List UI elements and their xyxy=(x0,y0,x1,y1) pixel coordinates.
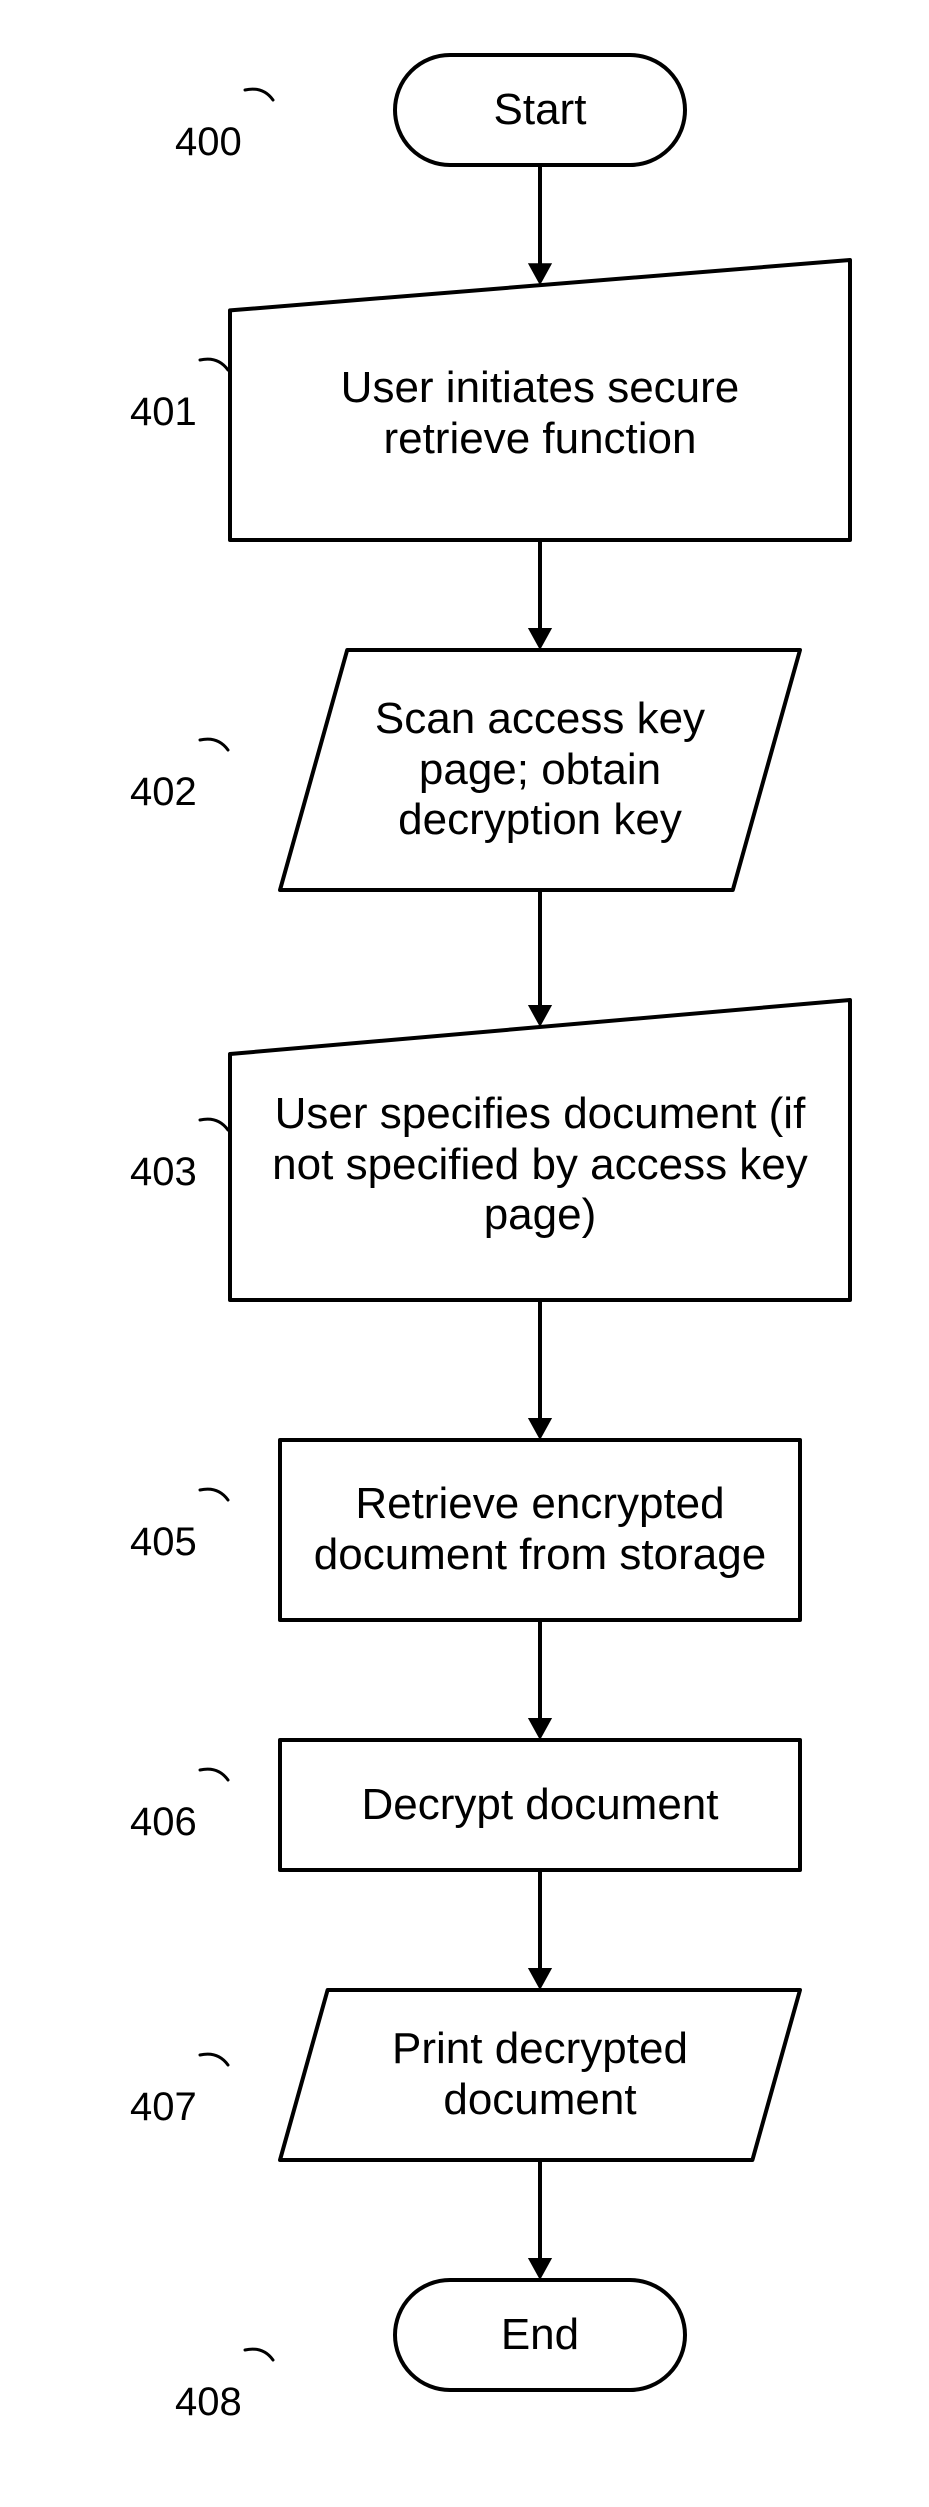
node-label-405: 405 xyxy=(130,1520,197,1565)
node-text-402: Scan access key page; obtain decryption … xyxy=(342,650,737,890)
node-label-402: 402 xyxy=(130,770,197,815)
node-text-406: Decrypt document xyxy=(311,1740,769,1870)
node-label-403: 403 xyxy=(130,1150,197,1195)
flowchart-canvas: Start 400 User initiates secure retrieve f… xyxy=(0,0,929,2507)
node-label-401: 401 xyxy=(130,390,197,435)
node-label-406: 406 xyxy=(130,1800,197,1845)
node-label-408: 408 xyxy=(175,2380,242,2425)
node-label-407: 407 xyxy=(130,2085,197,2130)
node-text-403: User specifies document (if not specifie… xyxy=(267,1030,813,1300)
node-text-407: Print decrypted document xyxy=(342,1990,737,2160)
node-text-408: End xyxy=(412,2280,667,2390)
node-text-405: Retrieve encrypted document from storage xyxy=(311,1440,769,1620)
node-text-400: Start xyxy=(412,55,667,165)
node-text-401: User initiates secure retrieve function xyxy=(267,288,813,540)
node-label-400: 400 xyxy=(175,120,242,165)
